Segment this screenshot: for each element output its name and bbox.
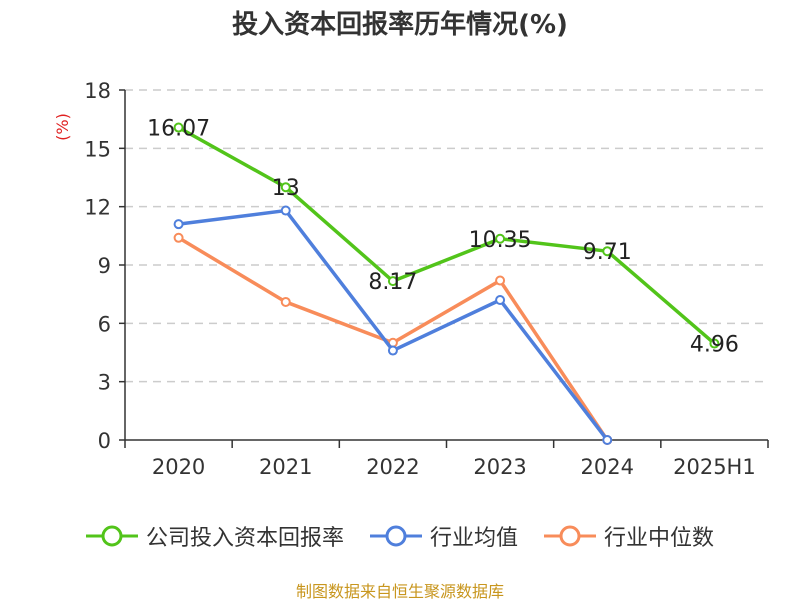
legend-label-industry-median: 行业中位数 — [604, 526, 715, 551]
legend-item-company[interactable]: 公司投入资本回报率 — [85, 520, 344, 552]
y-tick-label: 9 — [98, 254, 111, 278]
legend-item-industry-avg[interactable]: 行业均值 — [369, 520, 518, 552]
grid-lines — [125, 89, 768, 383]
data-labels: 16.07 13 8.17 10.35 9.71 4.96 — [147, 117, 739, 358]
data-label: 10.35 — [469, 228, 532, 253]
data-label: 9.71 — [583, 240, 632, 265]
data-label: 8.17 — [368, 270, 417, 295]
y-tick-label: 3 — [98, 371, 111, 395]
y-tick-label: 15 — [84, 137, 111, 161]
data-label: 4.96 — [690, 333, 739, 358]
data-point-company[interactable] — [387, 276, 398, 287]
y-tick-label: 6 — [98, 312, 111, 336]
legend-marker-company-icon — [85, 525, 138, 547]
axes: 0 3 6 9 12 15 18 2020 2021 2022 2023 2024 2025H1 — [84, 79, 769, 479]
data-label: 13 — [272, 176, 300, 201]
legend-item-industry-median[interactable]: 行业中位数 — [544, 520, 714, 552]
y-axis-label: (%) — [53, 113, 72, 141]
legend-label-industry-avg: 行业均值 — [429, 526, 518, 551]
data-point-industry_avg[interactable] — [387, 345, 398, 356]
x-tick-label: 2023 — [473, 455, 526, 479]
data-point-industry_avg[interactable] — [495, 295, 506, 305]
data-point-company[interactable] — [280, 182, 291, 193]
data-point-industry_median[interactable] — [280, 296, 291, 307]
data-point-industry_median[interactable] — [495, 275, 506, 286]
data-point-industry_median[interactable] — [173, 232, 184, 243]
x-tick-label: 2024 — [581, 455, 634, 479]
data-point-company[interactable] — [602, 246, 613, 257]
data-point-industry_avg[interactable] — [280, 205, 291, 216]
legend-marker-industry-median-icon — [544, 525, 596, 547]
x-tick-label: 2025H1 — [673, 455, 756, 479]
x-tick-label: 2020 — [152, 455, 205, 479]
series-lines — [173, 122, 720, 445]
source-note: 制图数据来自恒生聚源数据库 — [295, 582, 504, 601]
data-point-company[interactable] — [173, 122, 184, 133]
y-tick-label: 0 — [98, 429, 111, 453]
data-point-industry_avg[interactable] — [173, 219, 184, 230]
data-point-industry_avg[interactable] — [602, 435, 613, 445]
x-tick-label: 2021 — [259, 455, 312, 479]
legend: 公司投入资本回报率 行业均值 行业中位数 — [0, 520, 800, 552]
y-tick-label: 18 — [84, 79, 111, 103]
legend-marker-industry-avg-icon — [369, 525, 422, 547]
legend-label-company: 公司投入资本回报率 — [145, 526, 344, 551]
y-tick-label: 12 — [84, 196, 111, 220]
x-tick-label: 2022 — [366, 455, 419, 479]
chart-title: 投入资本回报率历年情况(%) — [232, 10, 568, 40]
data-point-company[interactable] — [495, 233, 506, 244]
series-line-company — [177, 125, 716, 345]
data-point-company[interactable] — [709, 338, 720, 349]
data-label: 16.07 — [147, 117, 210, 142]
